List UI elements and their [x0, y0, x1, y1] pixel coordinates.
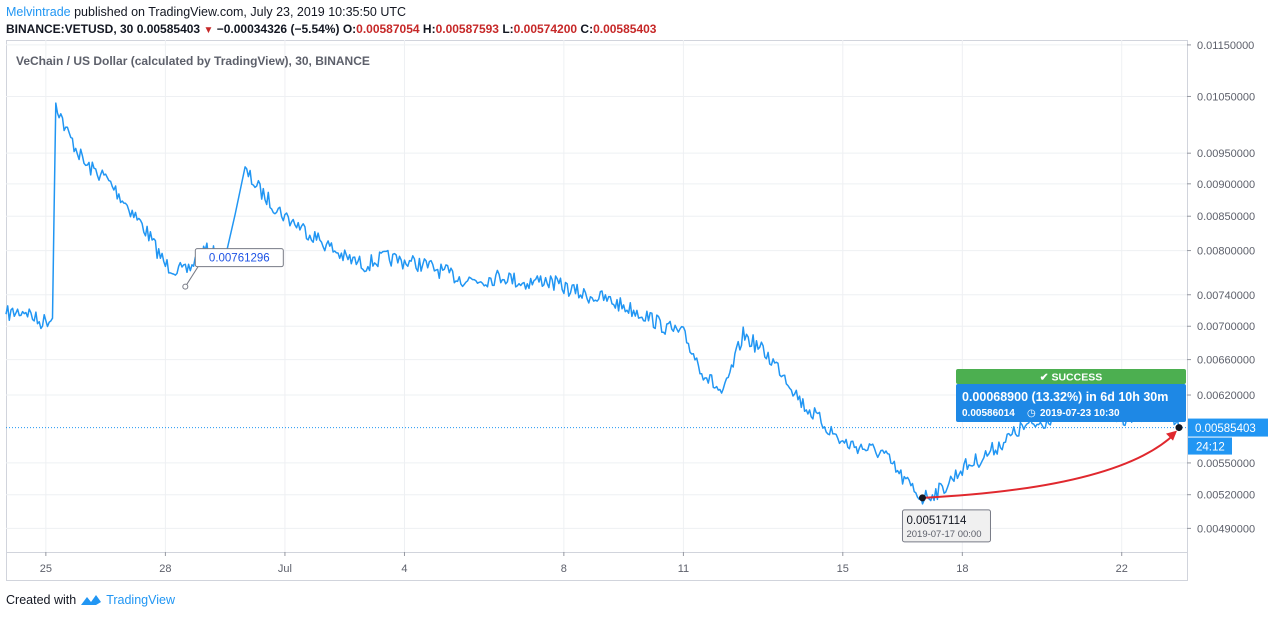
result-sub-time: 2019-07-23 10:30 — [1040, 408, 1120, 419]
time-tick-label: 11 — [678, 563, 689, 575]
price-tick-label: 0.00800000 — [1197, 246, 1255, 258]
time-tick-label: Jul — [278, 563, 292, 575]
countdown-tag — [1188, 437, 1232, 455]
price-note-box[interactable] — [194, 248, 284, 268]
last-price-tag — [1188, 418, 1268, 437]
countdown-text: 24:12 — [1196, 442, 1225, 454]
price-tick-label: 0.00550000 — [1197, 458, 1255, 470]
result-box[interactable] — [956, 384, 1186, 422]
time-tick-label: 25 — [40, 563, 52, 575]
l-label: L: — [502, 22, 514, 36]
trend-arrow — [922, 432, 1176, 499]
price-tick-label: 0.00700000 — [1197, 321, 1255, 333]
time-tick-label: 8 — [561, 563, 567, 575]
success-badge — [956, 369, 1186, 384]
price-tick-label: 0.00490000 — [1197, 523, 1255, 535]
price-note-text: 0.00761296 — [209, 253, 270, 265]
result-main-text: 0.00068900 (13.32%) in 6d 10h 30m — [962, 390, 1168, 404]
footer: Created with TradingView — [6, 593, 175, 607]
price-tick-label: 0.00520000 — [1197, 490, 1255, 502]
price-tick-label: 0.00950000 — [1197, 148, 1255, 160]
clock-icon: ◷ — [1027, 408, 1036, 419]
trend-arrow-head — [1166, 430, 1177, 441]
time-tick-label: 4 — [401, 563, 407, 575]
result-sub-price: 0.00586014 — [962, 408, 1015, 419]
price-tick-label: 0.01150000 — [1197, 40, 1254, 52]
last-price: 0.00585403 — [136, 22, 201, 36]
down-triangle-icon: ▼ — [203, 25, 214, 36]
price-series-line — [5, 102, 1180, 505]
low-note-box[interactable] — [901, 509, 991, 543]
last-price-tag-text: 0.00585403 — [1195, 423, 1256, 435]
low-note-time: 2019-07-17 00:00 — [906, 529, 981, 540]
low-note-price: 0.00517114 — [906, 515, 967, 527]
tradingview-link[interactable]: TradingView — [106, 593, 175, 607]
time-tick-label: 22 — [1116, 563, 1128, 575]
o-label: O: — [342, 22, 357, 36]
price-note-anchor — [182, 283, 189, 290]
grid — [6, 40, 1187, 552]
c-label: C: — [580, 22, 594, 36]
price-tick-label: 0.00850000 — [1197, 211, 1255, 223]
price-note-connector — [184, 264, 200, 287]
annotations: 0.00761296 0.00517114 2019-07-17 00:00 ✔ SU… — [182, 248, 1186, 543]
h-label: H: — [422, 22, 436, 36]
o-value: 0.00587054 — [356, 22, 420, 36]
publish-text: published on TradingView.com, July 23, 2… — [74, 5, 407, 19]
symbol-label: BINANCE:VETUSD, 30 — [6, 22, 134, 36]
chart-title: VeChain / US Dollar (calculated by Tradi… — [16, 54, 370, 68]
ohlc-line: BINANCE:VETUSD, 30 0.00585403 ▼ −0.00034… — [6, 22, 656, 36]
low-point-dot — [918, 494, 926, 502]
h-value: 0.00587593 — [435, 22, 499, 36]
time-tick-label: 28 — [159, 563, 171, 575]
price-tick-label: 0.00740000 — [1197, 290, 1255, 302]
time-tick-label: 15 — [837, 563, 849, 575]
price-axis-labels: 0.01150000 0.01050000 0.00950000 0.00900000… — [1187, 40, 1255, 535]
price-tags: 0.00585403 24:12 — [1188, 418, 1268, 455]
price-tick-label: 0.00900000 — [1197, 179, 1255, 191]
price-tick-label: 0.00620000 — [1197, 390, 1255, 402]
chart-frame — [6, 40, 1188, 581]
author-link[interactable]: Melvintrade — [6, 5, 71, 19]
time-axis-labels: 25 28 Jul 4 8 11 15 18 22 — [40, 552, 1128, 575]
tradingview-logo-icon — [81, 595, 102, 605]
success-text: ✔ SUCCESS — [1040, 372, 1102, 384]
l-value: 0.00574200 — [513, 22, 578, 36]
c-value: 0.00585403 — [593, 22, 657, 36]
time-tick-label: 18 — [956, 563, 968, 575]
change-value: −0.00034326 (−5.54%) — [216, 22, 340, 36]
publish-info: Melvintrade published on TradingView.com… — [6, 5, 406, 19]
price-tick-label: 0.00660000 — [1197, 355, 1255, 367]
created-with-text: Created with — [6, 593, 77, 607]
end-point-dot — [1175, 424, 1183, 432]
price-tick-label: 0.01050000 — [1197, 91, 1255, 103]
